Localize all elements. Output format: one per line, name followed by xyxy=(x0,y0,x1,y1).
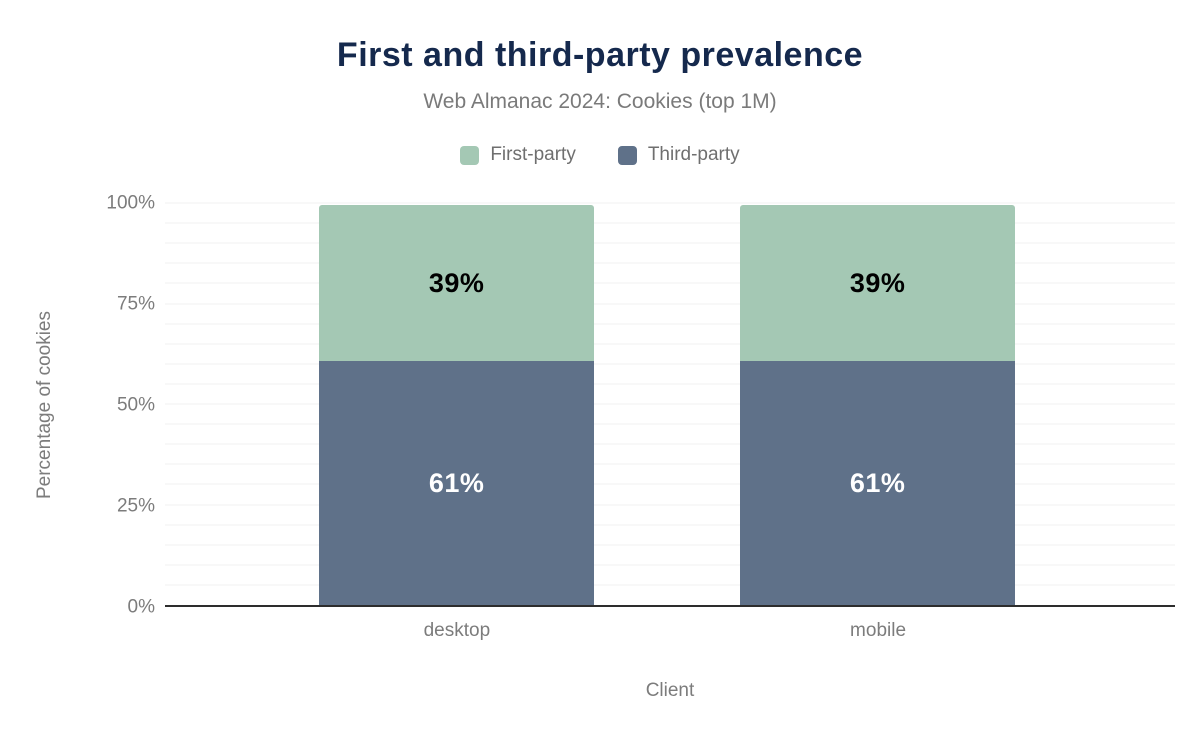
bar-mobile: 61% 39% xyxy=(739,205,1016,605)
x-axis-title: Client xyxy=(645,680,695,701)
y-axis-ticks: 0% 25% 50% 75% 100% xyxy=(0,194,155,617)
x-tick-label-desktop: desktop xyxy=(423,620,491,641)
gridline xyxy=(165,222,1175,224)
y-tick-label: 100% xyxy=(106,192,155,214)
bar-value-label: 39% xyxy=(428,267,485,298)
gridline xyxy=(165,504,1175,505)
legend-swatch-icon xyxy=(617,145,637,165)
bar-segment-mobile-first-party: 39% xyxy=(739,205,1016,361)
y-tick-label: 25% xyxy=(116,495,155,517)
gridline xyxy=(165,363,1175,365)
x-tick-label-mobile: mobile xyxy=(850,620,907,641)
gridline xyxy=(165,242,1175,244)
gridline xyxy=(165,262,1175,264)
bar-value-label: 61% xyxy=(849,467,906,498)
gridline xyxy=(165,423,1175,425)
legend-item-third-party: Third-party xyxy=(617,144,740,166)
legend-swatch-icon xyxy=(460,145,480,165)
legend: First-party Third-party xyxy=(0,144,1200,166)
plot-area: 61% 39% 61% 39% xyxy=(165,202,1175,607)
gridline xyxy=(165,282,1175,284)
gridline xyxy=(165,383,1175,385)
bar-value-label: 39% xyxy=(849,267,906,298)
gridline xyxy=(165,323,1175,325)
gridline xyxy=(165,544,1175,546)
bar-desktop: 61% 39% xyxy=(319,205,595,605)
bar-segment-desktop-third-party: 61% xyxy=(319,361,595,605)
gridline xyxy=(165,564,1175,566)
x-axis-ticks: desktop mobile xyxy=(165,620,1175,646)
bar-value-label: 61% xyxy=(428,467,485,498)
y-tick-label: 75% xyxy=(116,293,155,315)
gridline xyxy=(165,483,1175,485)
gridline xyxy=(165,303,1175,304)
y-tick-label: 0% xyxy=(127,596,155,618)
legend-item-first-party: First-party xyxy=(460,144,576,166)
legend-label: Third-party xyxy=(647,144,740,165)
gridline xyxy=(165,403,1175,405)
gridline xyxy=(165,202,1175,204)
gridline xyxy=(165,524,1175,526)
gridline xyxy=(165,584,1175,586)
chart-subtitle: Web Almanac 2024: Cookies (top 1M) xyxy=(423,90,777,113)
bar-segment-desktop-first-party: 39% xyxy=(319,205,595,361)
legend-label: First-party xyxy=(490,144,576,165)
gridline xyxy=(165,443,1175,445)
chart-title: First and third-party prevalence xyxy=(336,36,864,74)
bar-segment-mobile-third-party: 61% xyxy=(739,361,1016,605)
gridline xyxy=(165,343,1175,345)
y-tick-label: 50% xyxy=(116,394,155,416)
gridline xyxy=(165,463,1175,465)
